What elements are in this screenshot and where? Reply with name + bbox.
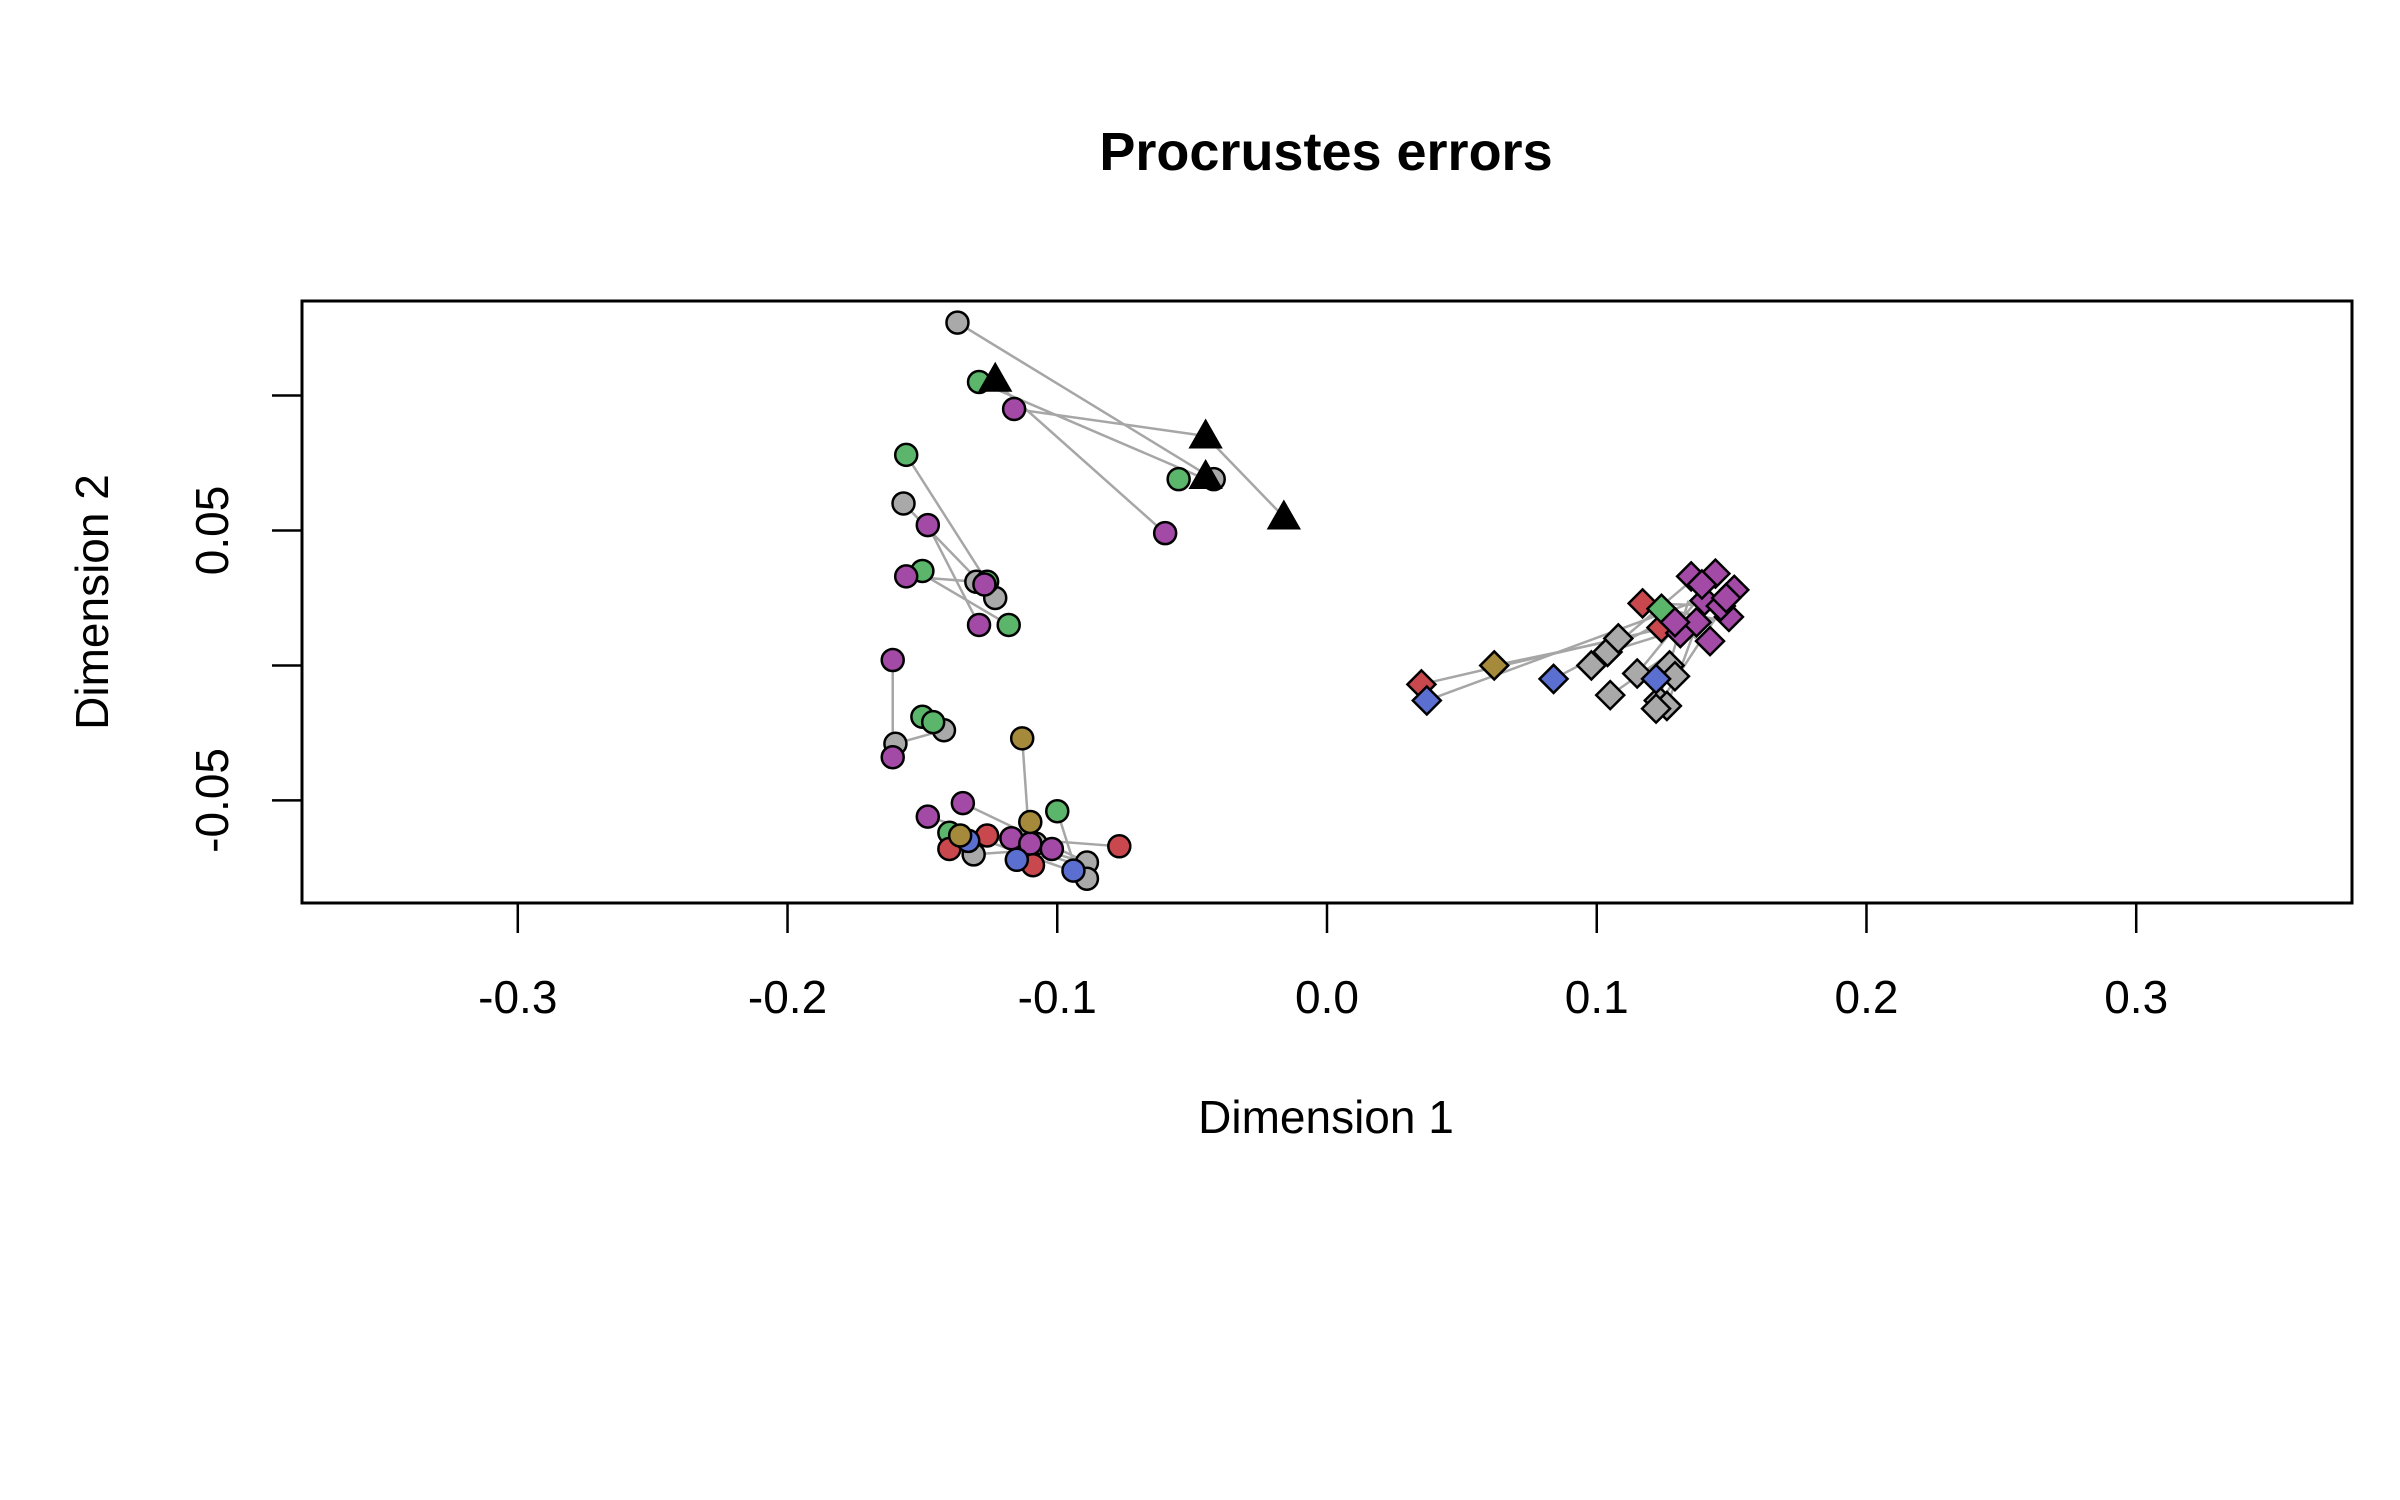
point-circle-green bbox=[996, 612, 1021, 638]
point-triangle-black bbox=[978, 361, 1013, 392]
x-tick-label: 0.3 bbox=[2104, 971, 2168, 1023]
point-circle-purple bbox=[880, 744, 905, 770]
point-circle-red bbox=[1107, 834, 1132, 859]
point-diamond-purple bbox=[1680, 606, 1713, 639]
point-diamond-blue bbox=[1537, 663, 1570, 695]
point-diamond-blue bbox=[1411, 684, 1443, 717]
point-circle-purple bbox=[880, 647, 905, 673]
procrustes-connector bbox=[916, 569, 1010, 627]
point-circle-purple bbox=[966, 612, 992, 638]
point-triangle-black bbox=[1266, 499, 1301, 530]
point-diamond-purple bbox=[1710, 582, 1742, 614]
x-axis: -0.3 -0.2 -0.1 0.0 0.1 0.2 0.3 bbox=[478, 901, 2168, 1023]
x-tick-label: -0.1 bbox=[1018, 971, 1097, 1023]
procrustes-connector bbox=[1204, 435, 1285, 518]
point-circle-blue bbox=[1061, 858, 1086, 883]
y-tick-label: -0.05 bbox=[186, 748, 238, 853]
point-diamond-gray bbox=[1602, 622, 1635, 655]
point-circle-blue bbox=[1004, 847, 1030, 873]
plot-frame bbox=[300, 299, 2354, 905]
x-tick-label: -0.2 bbox=[748, 971, 827, 1023]
point-circle-gold bbox=[947, 823, 973, 848]
point-circle-purple bbox=[915, 512, 941, 538]
x-tick-label: 0.2 bbox=[1834, 971, 1898, 1023]
point-circle-purple bbox=[1001, 396, 1027, 422]
point-diamond-gray bbox=[1640, 692, 1672, 725]
point-circle-gray bbox=[945, 310, 970, 335]
point-circle-gold bbox=[1018, 809, 1043, 835]
point-circle-purple bbox=[1039, 836, 1065, 862]
point-circle-green bbox=[893, 442, 919, 468]
point-diamond-purple bbox=[1686, 568, 1718, 601]
point-triangle-black bbox=[1188, 458, 1223, 489]
point-diamond-blue bbox=[1640, 663, 1672, 695]
point-diamond-purple bbox=[1694, 625, 1726, 657]
procrustes-connector bbox=[905, 454, 989, 583]
point-diamond-purple bbox=[1659, 606, 1691, 639]
point-circle-purple bbox=[893, 564, 919, 589]
y-tick-label: 0.05 bbox=[186, 486, 238, 576]
x-tick-label: -0.3 bbox=[478, 971, 557, 1023]
point-circle-gray bbox=[891, 491, 916, 516]
point-circle-purple bbox=[950, 790, 976, 816]
point-circle-purple bbox=[915, 804, 941, 829]
y-axis-label: Dimension 2 bbox=[66, 474, 118, 730]
point-triangle-black bbox=[1188, 418, 1223, 449]
point-diamond-gold bbox=[1478, 649, 1511, 682]
x-axis-label: Dimension 1 bbox=[1198, 1091, 1454, 1143]
y-axis: -0.05 0.05 bbox=[186, 394, 304, 853]
point-circle-green bbox=[1045, 798, 1070, 824]
point-diamond-gray bbox=[1659, 660, 1691, 693]
point-diamond-gray bbox=[1594, 679, 1626, 711]
data-points bbox=[880, 310, 1751, 891]
x-tick-label: 0.1 bbox=[1565, 971, 1629, 1023]
point-circle-purple bbox=[972, 572, 997, 597]
point-circle-purple bbox=[1152, 520, 1178, 546]
procrustes-connector bbox=[956, 321, 1215, 481]
procrustes-connector bbox=[926, 524, 981, 626]
point-circle-green bbox=[920, 709, 946, 735]
chart-title: Procrustes errors bbox=[1099, 122, 1552, 182]
point-circle-green bbox=[1166, 466, 1191, 492]
procrustes-connector bbox=[1013, 407, 1206, 438]
point-circle-gold bbox=[1009, 726, 1035, 751]
x-tick-label: 0.0 bbox=[1295, 971, 1359, 1023]
